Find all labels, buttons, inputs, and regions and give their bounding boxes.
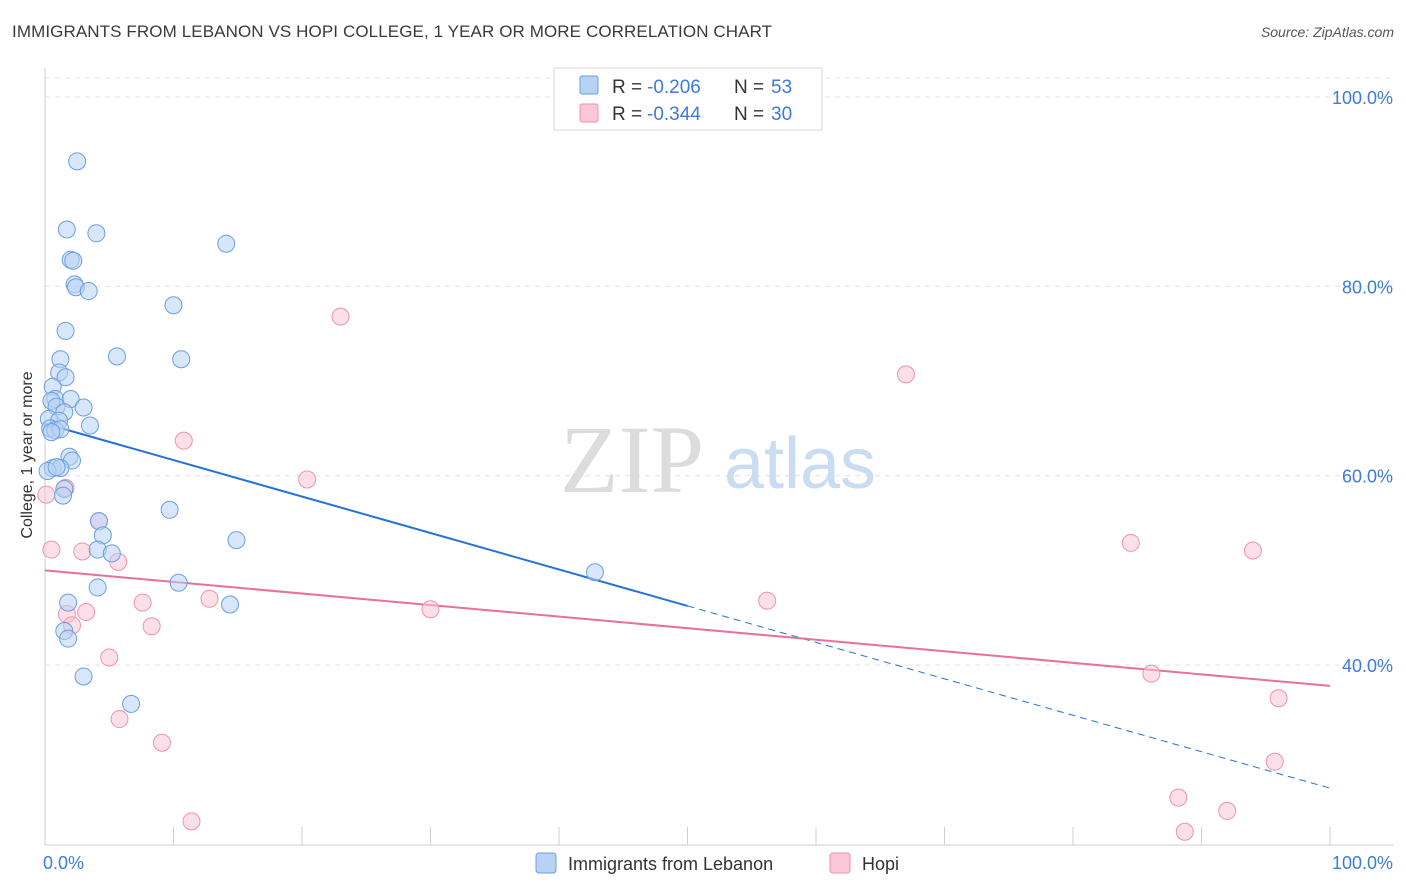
trendline-lebanon — [44, 422, 688, 607]
point-hopi — [73, 542, 92, 561]
point-lebanon — [160, 500, 179, 519]
point-lebanon — [53, 486, 72, 505]
point-lebanon — [42, 423, 61, 442]
trendline-lebanon-extrapolated — [687, 605, 1331, 789]
tick-labels: 100.0% 80.0% 60.0% 40.0% 0.0% 100.0% — [43, 88, 1393, 873]
point-lebanon — [59, 629, 78, 648]
data-points — [37, 152, 1288, 841]
source-label: Source: ZipAtlas.com — [1260, 24, 1394, 40]
point-hopi — [152, 733, 171, 752]
watermark-atlas: atlas — [724, 424, 876, 504]
point-hopi — [142, 617, 161, 636]
legend-n-label-1: N = — [734, 77, 764, 98]
point-lebanon — [88, 578, 107, 597]
legend-item-hopi-swatch — [829, 852, 851, 874]
legend-n-value-1: 53 — [771, 77, 792, 98]
point-lebanon — [122, 694, 141, 713]
gridlines — [45, 77, 1394, 666]
point-lebanon — [87, 224, 106, 243]
point-hopi — [421, 600, 440, 619]
y-tick-label: 80.0% — [1342, 277, 1393, 297]
point-lebanon — [56, 368, 75, 387]
legend-item-hopi-label: Hopi — [862, 854, 899, 874]
point-hopi — [37, 485, 56, 504]
point-hopi — [1175, 822, 1194, 841]
y-tick-label: 60.0% — [1342, 467, 1393, 487]
point-lebanon — [80, 416, 99, 435]
point-hopi — [200, 589, 219, 608]
point-hopi — [298, 470, 317, 489]
point-lebanon — [57, 220, 76, 239]
point-hopi — [77, 603, 96, 622]
point-lebanon — [585, 563, 604, 582]
point-hopi — [110, 710, 129, 729]
point-lebanon — [74, 667, 93, 686]
legend-swatch-lebanon — [579, 75, 599, 95]
legend-item-lebanon-swatch — [535, 852, 557, 874]
watermark: ZIP atlas — [560, 406, 876, 513]
y-tick-label: 100.0% — [1332, 88, 1393, 108]
legend-r-value-2: -0.344 — [647, 104, 701, 125]
point-lebanon — [164, 296, 183, 315]
legend-n-label-2: N = — [734, 104, 764, 125]
point-lebanon — [102, 544, 121, 563]
legend-r-label-2: R = — [612, 104, 642, 125]
point-lebanon — [169, 573, 188, 592]
point-hopi — [100, 648, 119, 667]
point-lebanon — [79, 282, 98, 301]
point-hopi — [896, 365, 915, 384]
point-lebanon — [56, 321, 75, 340]
point-hopi — [42, 540, 61, 559]
x-tick-label: 100.0% — [1332, 853, 1393, 873]
legend-item-lebanon-label: Immigrants from Lebanon — [568, 854, 773, 874]
legend-swatch-hopi — [579, 103, 599, 123]
point-lebanon — [172, 350, 191, 369]
legend-r-value-1: -0.206 — [647, 77, 701, 98]
watermark-zip: ZIP — [560, 406, 704, 513]
point-lebanon — [74, 398, 93, 417]
trendline-hopi — [44, 569, 1331, 687]
series-legend: Immigrants from Lebanon Hopi — [535, 852, 899, 874]
point-hopi — [174, 431, 193, 450]
point-hopi — [182, 812, 201, 831]
point-hopi — [1142, 664, 1161, 683]
x-tick-label: 0.0% — [43, 853, 84, 873]
point-hopi — [758, 591, 777, 610]
stats-legend-box — [553, 67, 823, 131]
point-lebanon — [227, 531, 246, 550]
point-lebanon — [221, 595, 240, 614]
point-lebanon — [59, 593, 78, 612]
point-lebanon — [47, 458, 66, 477]
stats-legend: R = -0.206 N = 53 R = -0.344 N = 30 — [553, 67, 823, 131]
legend-r-label-1: R = — [612, 77, 642, 98]
point-hopi — [1243, 541, 1262, 560]
point-lebanon — [107, 347, 126, 366]
point-hopi — [331, 307, 350, 326]
trendlines — [44, 422, 1331, 789]
point-lebanon — [217, 234, 236, 253]
point-hopi — [1218, 801, 1237, 820]
point-hopi — [133, 593, 152, 612]
chart-title: IMMIGRANTS FROM LEBANON VS HOPI COLLEGE,… — [12, 22, 773, 41]
point-lebanon — [68, 152, 87, 171]
y-tick-label: 40.0% — [1342, 656, 1393, 676]
legend-n-value-2: 30 — [771, 104, 792, 125]
point-hopi — [1169, 788, 1188, 807]
point-hopi — [1269, 689, 1288, 708]
point-lebanon — [64, 251, 83, 270]
point-hopi — [1121, 533, 1140, 552]
axes — [44, 68, 1393, 846]
point-hopi — [1265, 752, 1284, 771]
